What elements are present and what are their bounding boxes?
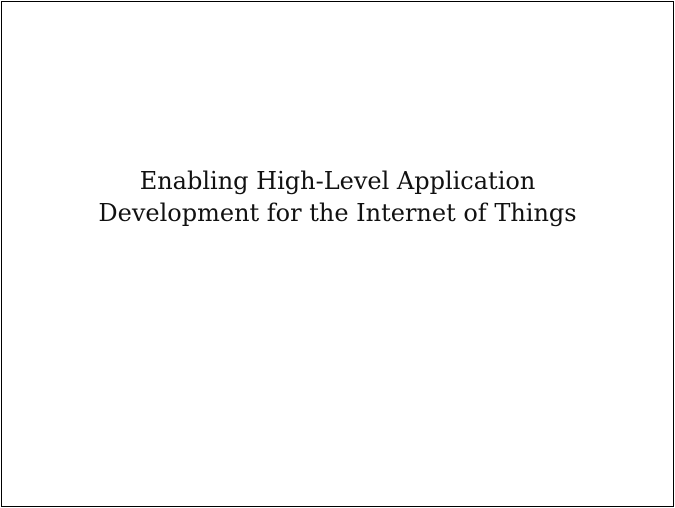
title-line-2: Development for the Internet of Things	[98, 199, 577, 227]
document-title: Enabling High-Level Application Developm…	[2, 165, 673, 229]
title-line-1: Enabling High-Level Application	[139, 167, 536, 195]
